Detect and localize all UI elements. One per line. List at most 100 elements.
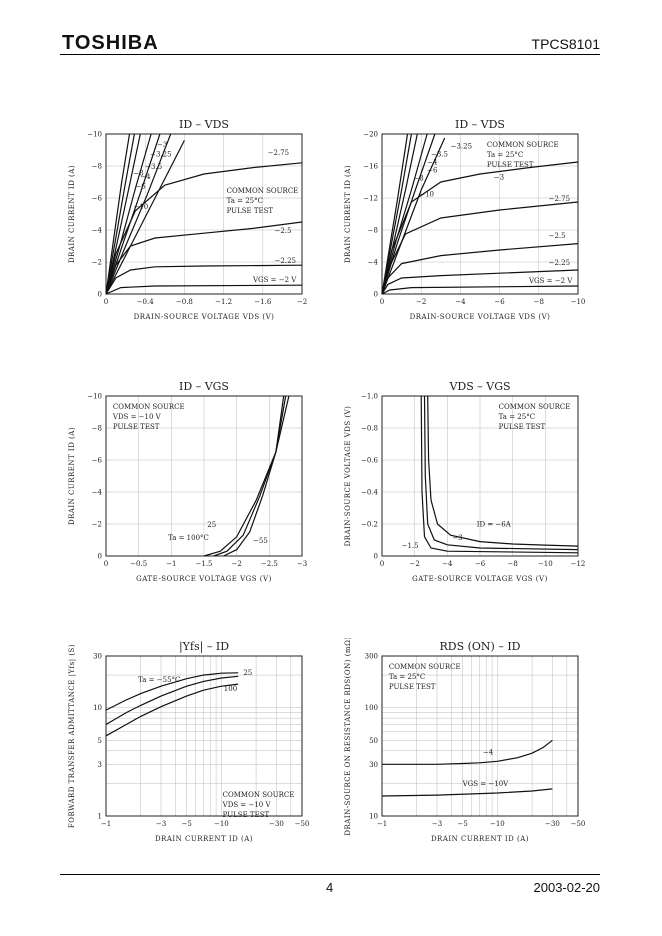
- y-tick-label: −0.8: [361, 425, 378, 433]
- series-line: [105, 162, 303, 295]
- chart-svg: RDS (ON) – ID −1 −3 −5 −10 −30 −50 10 30 50 100 300…: [344, 638, 585, 843]
- series-label: −3.25: [451, 142, 472, 150]
- x-tick-label: −3: [432, 820, 442, 828]
- plot-frame: [105, 133, 303, 295]
- series-label: −1.5: [402, 542, 419, 550]
- series-label: −8: [413, 174, 423, 182]
- x-tick-label: −1: [166, 560, 176, 568]
- y-tick-label: −12: [363, 195, 378, 203]
- series-line: [105, 683, 239, 737]
- x-tick-label: −2: [297, 298, 307, 306]
- x-tick-label: −12: [571, 560, 586, 568]
- chart-note: PULSE TEST: [499, 423, 546, 431]
- x-tick-label: 0: [104, 298, 108, 306]
- x-tick-label: −0.5: [130, 560, 147, 568]
- x-tick-label: −8: [534, 298, 544, 306]
- series-label: −55: [253, 537, 268, 545]
- series-line: [381, 137, 446, 295]
- series-line: [381, 788, 553, 797]
- header-rule: [60, 54, 600, 55]
- chart-note: PULSE TEST: [113, 423, 160, 431]
- series-line: [381, 133, 409, 295]
- series-label: −3: [452, 534, 462, 542]
- series-line: [223, 395, 285, 557]
- series-label: VGS = −10V: [462, 780, 510, 788]
- x-tick-label: −6: [494, 298, 505, 306]
- x-tick-label: −2.5: [261, 560, 278, 568]
- y-tick-label: −2: [92, 521, 102, 529]
- x-tick-label: −0.4: [137, 298, 155, 306]
- x-tick-label: −1: [377, 820, 387, 828]
- x-tick-label: −30: [545, 820, 560, 828]
- series-label: 100: [224, 685, 237, 693]
- y-tick-label: 0: [98, 291, 102, 299]
- chart-note: PULSE TEST: [487, 161, 534, 169]
- y-tick-label: −0.2: [361, 521, 378, 529]
- x-tick-label: 0: [380, 298, 384, 306]
- y-tick-label: 0: [374, 553, 378, 561]
- series-label: −3.5: [431, 150, 448, 158]
- x-axis-label: DRAIN-SOURCE VOLTAGE VDS (V): [410, 313, 551, 321]
- x-tick-label: −1: [101, 820, 111, 828]
- series-label: −2.75: [268, 149, 289, 157]
- x-tick-label: −2: [416, 298, 426, 306]
- y-tick-label: −4: [92, 227, 103, 235]
- plot-frame: [381, 655, 579, 817]
- series-label: −2.25: [549, 259, 570, 267]
- chart-note: Ta = 25°C: [499, 413, 535, 421]
- x-tick-label: −0.8: [176, 298, 193, 306]
- series-line: [105, 133, 152, 295]
- chart-note: COMMON SOURCE: [223, 791, 295, 799]
- y-axis-label: DRAIN-SOURCE VOLTAGE VDS (V): [344, 406, 352, 547]
- chart-note: VDS = −10 V: [222, 801, 272, 809]
- x-tick-label: −2: [410, 560, 420, 568]
- series-line: [427, 395, 579, 547]
- chart-title: VDS – VGS: [448, 380, 510, 393]
- x-tick-label: −1.2: [215, 298, 232, 306]
- series-line: [381, 161, 579, 295]
- series-line: [105, 675, 239, 726]
- y-tick-label: −8: [92, 425, 102, 433]
- y-tick-label: −2: [92, 259, 102, 267]
- series-line: [105, 133, 172, 295]
- series-label: VGS = −2 V: [528, 277, 573, 285]
- x-axis-label: DRAIN-SOURCE VOLTAGE VDS (V): [134, 313, 275, 321]
- x-tick-label: −6: [475, 560, 486, 568]
- y-tick-label: 30: [369, 761, 378, 769]
- chart-title: ID – VGS: [179, 380, 229, 393]
- series-label: 25: [207, 521, 216, 529]
- y-tick-label: −20: [363, 131, 378, 139]
- y-tick-label: 30: [93, 653, 102, 661]
- chart-svg: VDS – VGS 0 −2 −4 −6 −8 −10 −12 0 −0.2 −0.4 −0.6 −0.…: [344, 380, 586, 583]
- series-line: [105, 140, 185, 295]
- x-tick-label: −10: [214, 820, 229, 828]
- y-axis-label: FORWARD TRANSFER ADMITTANCE |Yfs| (S): [68, 644, 76, 828]
- x-tick-label: −4: [442, 560, 453, 568]
- y-tick-label: −8: [92, 163, 102, 171]
- series-label: −6: [427, 166, 438, 174]
- series-line: [381, 285, 579, 295]
- plot-frame: [381, 395, 579, 557]
- series-label: −3: [157, 141, 167, 149]
- series-label: −3.5: [145, 163, 162, 171]
- plot-frame: [105, 655, 303, 817]
- y-tick-label: −4: [368, 259, 379, 267]
- chart-note: COMMON SOURCE: [487, 141, 559, 149]
- footer-date: 2003-02-20: [533, 880, 601, 895]
- series-label: −3.25: [150, 150, 171, 158]
- y-tick-label: −16: [363, 163, 378, 171]
- x-axis-label: GATE-SOURCE VOLTAGE VGS (V): [136, 575, 272, 583]
- y-tick-label: −0.6: [361, 457, 379, 465]
- chart-note: COMMON SOURCE: [113, 403, 185, 411]
- x-tick-label: −5: [457, 820, 467, 828]
- plot-frame: [381, 133, 579, 295]
- x-tick-label: −10: [490, 820, 505, 828]
- series-label: −10: [133, 203, 148, 211]
- y-tick-label: −1.0: [361, 393, 378, 401]
- series-label: −2.25: [275, 257, 296, 265]
- chart-title: RDS (ON) – ID: [439, 640, 520, 653]
- chart-id-vgs: ID – VGS 0 −0.5 −1 −1.5 −2 −2.5 −3 0 −2 −4 −6 −8 −10 G…: [60, 378, 320, 593]
- series-line: [105, 221, 303, 295]
- y-axis-label: DRAIN-SOURCE ON RESISTANCE RDS(ON) (mΩ): [344, 638, 352, 836]
